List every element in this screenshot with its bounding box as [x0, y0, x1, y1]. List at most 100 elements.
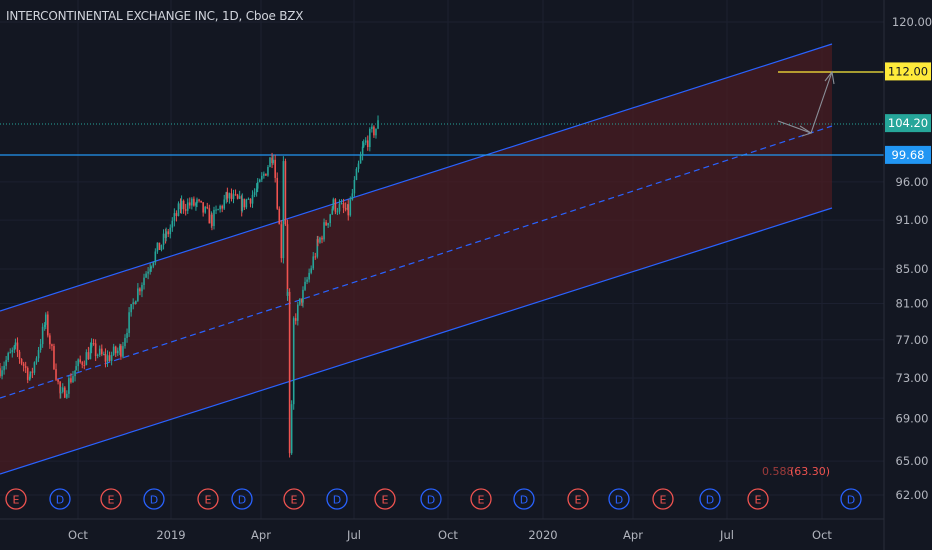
- candle-body: [258, 179, 261, 183]
- candle-body: [299, 298, 301, 305]
- candle-body: [288, 291, 291, 454]
- candle-body: [327, 223, 329, 226]
- event-marker-label: E: [575, 494, 582, 507]
- event-marker-dividend: [143, 488, 165, 510]
- candle-body: [0, 368, 1, 377]
- candle-body: [112, 346, 115, 355]
- candle-body: [75, 366, 77, 371]
- candle-body: [106, 355, 109, 362]
- candle-body: [70, 378, 72, 383]
- candle-body: [90, 343, 93, 348]
- price-axis[interactable]: 120.00 96.00 91.00 85.00 81.00 77.00 73.00 69.0…: [892, 15, 932, 502]
- candle-body: [132, 302, 134, 305]
- candle-body: [147, 271, 149, 274]
- candle-body: [232, 194, 235, 199]
- channel-fill: [0, 44, 832, 474]
- candle-body: [177, 203, 180, 216]
- candle-body: [173, 213, 176, 221]
- candle-body: [110, 354, 113, 361]
- candle-body: [310, 268, 312, 273]
- candle-body: [68, 378, 70, 394]
- candle-body: [83, 364, 86, 366]
- event-marker-label: D: [56, 494, 64, 507]
- candle-body: [336, 211, 339, 213]
- candle-body: [371, 126, 373, 130]
- candle-body: [149, 268, 151, 272]
- candle-body: [41, 326, 44, 345]
- candle-body: [225, 192, 228, 200]
- candle-body: [175, 213, 178, 216]
- event-marker-label: D: [706, 494, 714, 507]
- candle-body: [206, 206, 209, 209]
- candle-body: [294, 318, 297, 321]
- time-axis[interactable]: Oct 2019 Apr Jul Oct 2020 Apr Jul Oct: [68, 528, 832, 542]
- candle-body: [184, 209, 187, 211]
- event-marker-earnings: [283, 488, 305, 510]
- candle-body: [323, 222, 325, 240]
- event-marker-label: E: [13, 494, 20, 507]
- candle-body: [302, 289, 304, 303]
- price-label-box: [885, 62, 931, 81]
- x-tick-label: Oct: [68, 528, 88, 542]
- candle-body: [11, 350, 14, 353]
- candle-body: [55, 369, 57, 380]
- candle-body: [77, 359, 79, 367]
- channel-lower-line[interactable]: [0, 207, 833, 475]
- candle-body: [44, 314, 47, 325]
- candle-body: [366, 140, 369, 148]
- event-marker-earnings: [197, 488, 219, 510]
- candle-body: [362, 142, 365, 147]
- event-marker-label: E: [291, 494, 298, 507]
- candle-body: [230, 193, 233, 199]
- candle-body: [9, 352, 12, 354]
- candle-body: [290, 404, 293, 454]
- candle-body: [344, 207, 347, 210]
- event-marker-label: D: [238, 494, 246, 507]
- candle-body: [167, 231, 170, 235]
- candle-body: [182, 200, 185, 210]
- candle-body: [238, 196, 241, 199]
- low-annotation-prefix: 0.588: [762, 465, 794, 478]
- candle-body: [87, 352, 90, 360]
- event-marker-earnings: [567, 488, 589, 510]
- event-marker-label: E: [755, 494, 762, 507]
- candle-body: [219, 205, 221, 210]
- price-label-box: [885, 145, 931, 164]
- candle-body: [221, 205, 223, 209]
- candle-body: [236, 194, 239, 199]
- channel-upper-line[interactable]: [0, 43, 833, 312]
- candle-body: [317, 239, 319, 243]
- candle-body: [94, 343, 97, 356]
- x-tick-label: Oct: [812, 528, 832, 542]
- candle-body: [120, 345, 122, 357]
- event-marker-dividend: [420, 488, 442, 510]
- event-marker-dividend: [49, 488, 71, 510]
- candle-body: [334, 199, 337, 212]
- candle-body: [234, 194, 237, 196]
- candle-body: [263, 173, 265, 176]
- channel-middle-line[interactable]: [0, 125, 833, 399]
- candle-body: [349, 199, 352, 216]
- candle-body: [135, 300, 137, 305]
- candle-body: [165, 231, 167, 238]
- candle-body: [359, 155, 362, 164]
- candle-body: [22, 363, 25, 366]
- candle-body: [200, 200, 202, 203]
- candle-body: [104, 353, 107, 362]
- event-marker-label: D: [615, 494, 623, 507]
- event-marker-earnings: [747, 488, 769, 510]
- candle-body: [245, 199, 248, 208]
- candle-body: [280, 224, 283, 259]
- candle-body: [292, 318, 295, 405]
- candle-body: [215, 209, 217, 211]
- candle-body: [191, 198, 193, 206]
- event-marker-label: E: [205, 494, 212, 507]
- candle-body: [130, 304, 132, 313]
- projection-arrows[interactable]: [777, 70, 835, 137]
- candle-body: [314, 256, 317, 258]
- price-label-target: 112.00: [888, 64, 928, 78]
- candle-body: [196, 199, 198, 204]
- candle-body: [57, 379, 59, 382]
- candle-body: [31, 371, 34, 373]
